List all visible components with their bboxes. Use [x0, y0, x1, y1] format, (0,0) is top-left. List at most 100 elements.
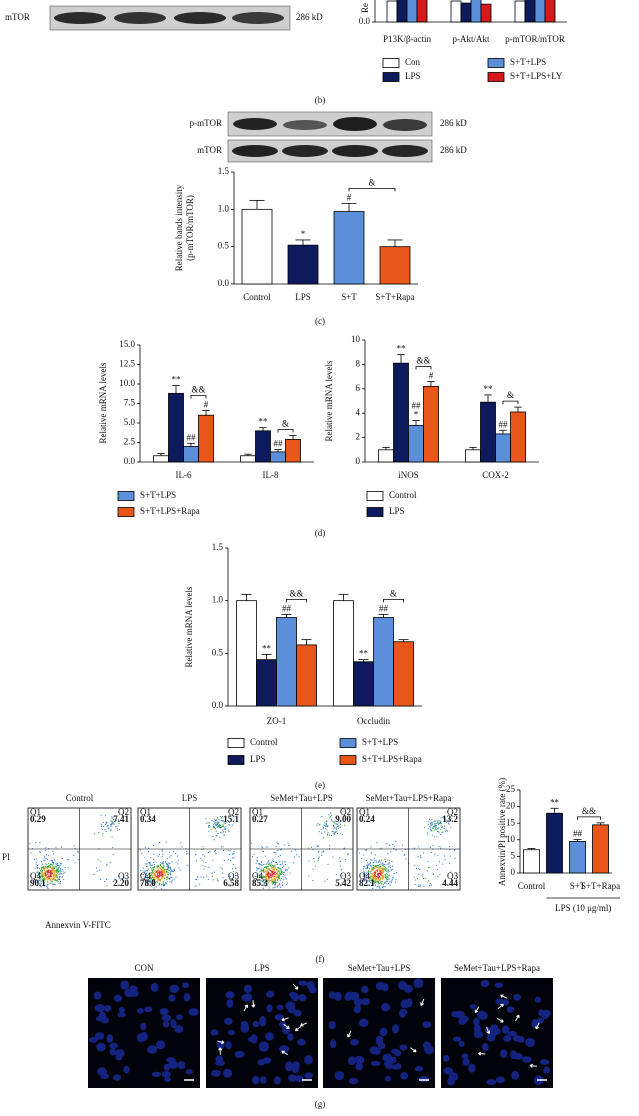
y-tick-label: 5: [511, 850, 516, 860]
quadrant-name: Q3: [340, 871, 351, 881]
flow-dots: [44, 869, 53, 879]
x-tick-label: S+T: [570, 881, 586, 891]
quadrant-name: Q2: [228, 807, 239, 817]
bracket: [277, 429, 294, 433]
bar: [386, 0, 398, 23]
quadrant-value: 0.29: [30, 814, 46, 824]
y-axis-label: Relative bands intensity: [174, 184, 184, 271]
image-title: LPS: [254, 963, 270, 973]
significance: **: [259, 417, 269, 427]
y-axis-label: (p-mTOR/mTOR): [185, 195, 195, 261]
legend-swatch: [366, 507, 384, 517]
y-tick-label: 1.5: [212, 542, 224, 552]
bar: [373, 617, 394, 707]
blot-label: mTOR: [5, 12, 30, 22]
quadrant-value: 90.1: [30, 878, 46, 888]
y-tick-label: 0.0: [218, 278, 230, 288]
panel-label: (b): [315, 95, 326, 105]
bar: [546, 812, 563, 874]
quadrant-name: Q2: [118, 807, 129, 817]
bar: [270, 451, 286, 463]
bracket: [383, 598, 404, 603]
bar: [465, 449, 481, 463]
blot: [227, 111, 433, 163]
bracket: [415, 366, 432, 370]
y-tick-label: 0.5: [218, 241, 230, 251]
significance: *: [414, 410, 419, 420]
bar: [378, 449, 394, 463]
bracket: [502, 400, 519, 405]
bracket-label: &: [368, 177, 375, 187]
y-tick-label: 25: [506, 784, 516, 794]
arrows: [474, 994, 540, 1068]
significance: **: [550, 797, 560, 807]
quadrant-value: 4.44: [442, 878, 458, 888]
bracket-label: &: [282, 419, 289, 429]
panel-label: (e): [315, 780, 325, 790]
bar: [296, 644, 317, 707]
nuclei: [210, 980, 317, 1085]
quadrant-value: 0.24: [359, 814, 375, 824]
blot-size: 286 kD: [440, 118, 467, 128]
quadrant-name: Q1: [140, 807, 151, 817]
flow-title: SeMet+Tau+LPS: [270, 793, 333, 803]
quadrant-name: Q1: [252, 807, 263, 817]
significance: #: [347, 192, 352, 202]
nuclei: [443, 979, 551, 1086]
y-tick-label: 15.0: [119, 339, 135, 349]
quadrant-value: 5.42: [335, 878, 351, 888]
quadrant-value: 85.3: [252, 878, 268, 888]
bracket: [577, 816, 601, 820]
quadrant-value: 13.2: [442, 814, 458, 824]
quadrant-name: Q1: [359, 807, 370, 817]
legend-swatch: [487, 58, 505, 68]
legend-label: LPS: [405, 71, 421, 81]
legend-swatch: [382, 72, 400, 82]
bracket-label: &&: [289, 588, 303, 598]
y-axis-label: Annexvin/PI positive rate (%): [497, 778, 507, 886]
quadrant-name: Q3: [228, 871, 239, 881]
legend-swatch: [339, 755, 357, 765]
significance: ##: [379, 603, 389, 613]
nuclei: [328, 978, 435, 1085]
bar: [287, 244, 319, 285]
bracket-label: &&: [582, 806, 596, 816]
bracket: [348, 187, 396, 192]
quadrant-value: 9.00: [335, 814, 351, 824]
y-tick-label: 7.5: [124, 398, 136, 408]
bar: [256, 659, 277, 707]
legend-label: Control: [389, 490, 417, 500]
significance: #: [429, 371, 434, 381]
bar: [544, 0, 556, 23]
significance: ##: [274, 439, 284, 449]
legend-swatch: [227, 755, 245, 765]
significance: **: [262, 643, 272, 653]
y-tick-label: 0.0: [124, 456, 136, 466]
flow-dots: [251, 811, 349, 889]
legend-label: S+T+LPS+Rapa: [140, 506, 200, 516]
bar: [285, 438, 301, 463]
image-title: CON: [134, 963, 154, 973]
legend-label: Con: [405, 57, 421, 67]
y-tick-label: 2: [356, 432, 361, 442]
blot-size: 286 kD: [440, 145, 467, 155]
quadrant-name: Q3: [118, 871, 129, 881]
bar: [353, 661, 374, 707]
legend-label: S+T+LPS+Rapa: [362, 754, 422, 764]
legend-swatch: [339, 738, 357, 748]
quadrant-value: 0.27: [252, 814, 268, 824]
quadrant-value: 0.34: [140, 814, 156, 824]
bracket-label: &&: [416, 356, 430, 366]
bar: [236, 600, 257, 707]
legend-swatch: [366, 491, 384, 501]
bar: [183, 445, 199, 463]
y-tick-label: 2.5: [124, 437, 136, 447]
quadrant-name: Q4: [30, 871, 41, 881]
significance: **: [359, 649, 369, 659]
quadrant-value: 15.1: [223, 814, 239, 824]
y-axis-label: Relative mRNA levels: [324, 360, 334, 441]
x-tick-label: ZO-1: [267, 716, 287, 726]
quadrant-name: Q4: [140, 871, 151, 881]
x-tick-label: LPS: [295, 292, 311, 302]
x-tick-label: p-Akt/Akt: [453, 34, 490, 44]
